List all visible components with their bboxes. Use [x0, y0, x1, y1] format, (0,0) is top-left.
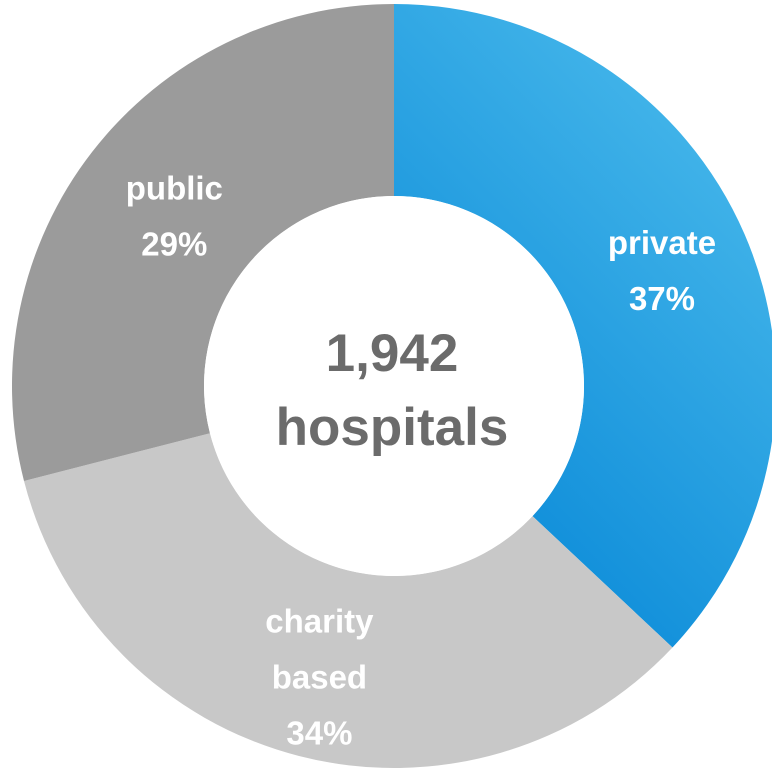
slice-name: based [272, 659, 367, 696]
center-unit: hospitals [276, 398, 509, 457]
slice-percent: 34% [286, 715, 352, 752]
label-public: public 29% [126, 170, 223, 263]
slice-public [11, 4, 394, 481]
label-charity-based: charity based 34% [265, 603, 374, 752]
slice-labels: private 37% charity based 34% public 29% [126, 170, 716, 752]
slice-charity-based [24, 433, 673, 768]
slice-percent: 37% [629, 280, 695, 317]
slice-private [394, 4, 772, 648]
donut-slices [11, 4, 772, 768]
label-private: private 37% [608, 224, 716, 317]
slice-name: private [608, 224, 716, 261]
center-label: 1,942 hospitals [276, 324, 509, 457]
slice-name: public [126, 170, 223, 207]
center-count: 1,942 [326, 324, 459, 383]
donut-hole [204, 196, 584, 576]
slice-percent: 29% [141, 226, 207, 263]
slice-name: charity [265, 603, 374, 640]
